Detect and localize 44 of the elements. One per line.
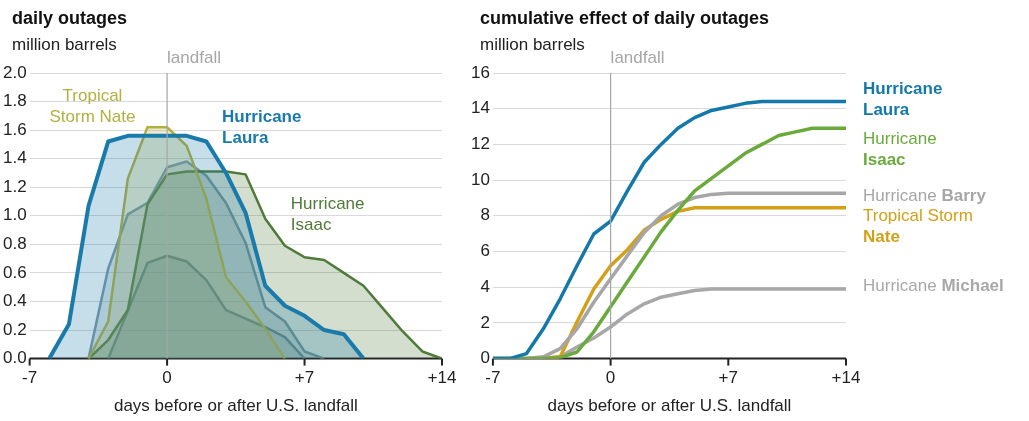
y-tick-label: 1.0	[2, 205, 27, 225]
y-tick-label: 0.2	[2, 319, 27, 339]
series-label: Hurricane Laura	[863, 79, 943, 120]
y-axis-title: million barrels	[12, 35, 117, 55]
series-label: Hurricane Isaac	[290, 194, 365, 235]
x-tick-label: -7	[485, 367, 501, 388]
y-tick-label: 1.2	[2, 176, 27, 196]
y-tick-label: 2.0	[2, 62, 27, 82]
y-tick-label: 1.6	[2, 119, 27, 139]
x-tick-label: 0	[605, 367, 616, 388]
x-tick-label: +7	[294, 367, 315, 388]
y-tick-label: 6	[480, 241, 490, 261]
y-tick-label: 8	[480, 205, 490, 225]
x-axis-title: days before or after U.S. landfall	[547, 396, 792, 416]
y-tick-label: 0.6	[2, 262, 27, 282]
y-tick-label: 2	[480, 312, 490, 332]
series-label: Hurricane Michael	[863, 275, 1004, 295]
y-tick-label: 14	[470, 98, 490, 118]
chart-title: daily outages	[12, 8, 128, 29]
ref-line-label: landfall	[610, 48, 665, 68]
x-axis-title: days before or after U.S. landfall	[113, 396, 358, 416]
y-tick-label: 0.4	[2, 291, 27, 311]
y-tick-label: 1.4	[2, 148, 27, 168]
x-tick-label: +7	[718, 367, 738, 388]
chart-title: cumulative effect of daily outages	[480, 8, 770, 29]
x-tick-label: +14	[427, 367, 457, 388]
y-tick-label: 4	[480, 276, 490, 296]
y-tick-label: 0	[480, 348, 490, 368]
y-tick-label: 12	[470, 134, 490, 154]
y-tick-label: 1.8	[2, 91, 27, 111]
x-tick-label: +14	[831, 367, 861, 388]
series-label: Tropical Storm Nate	[49, 85, 136, 126]
y-tick-label: 10	[470, 169, 490, 189]
text: Tropical Storm Nate	[863, 206, 973, 247]
series-label: Hurricane Laura	[222, 106, 302, 147]
y-axis-title: million barrels	[480, 35, 585, 55]
y-tick-label: 0.8	[2, 234, 27, 254]
x-tick-label: 0	[162, 367, 172, 388]
x-tick-label: -7	[22, 367, 38, 388]
ref-line-label: landfall	[167, 48, 221, 68]
y-tick-label: 16	[470, 62, 490, 82]
series-label: Hurricane Barry	[863, 185, 987, 205]
y-tick-label: 0.0	[2, 348, 27, 368]
series-label: Hurricane Isaac	[863, 129, 937, 170]
